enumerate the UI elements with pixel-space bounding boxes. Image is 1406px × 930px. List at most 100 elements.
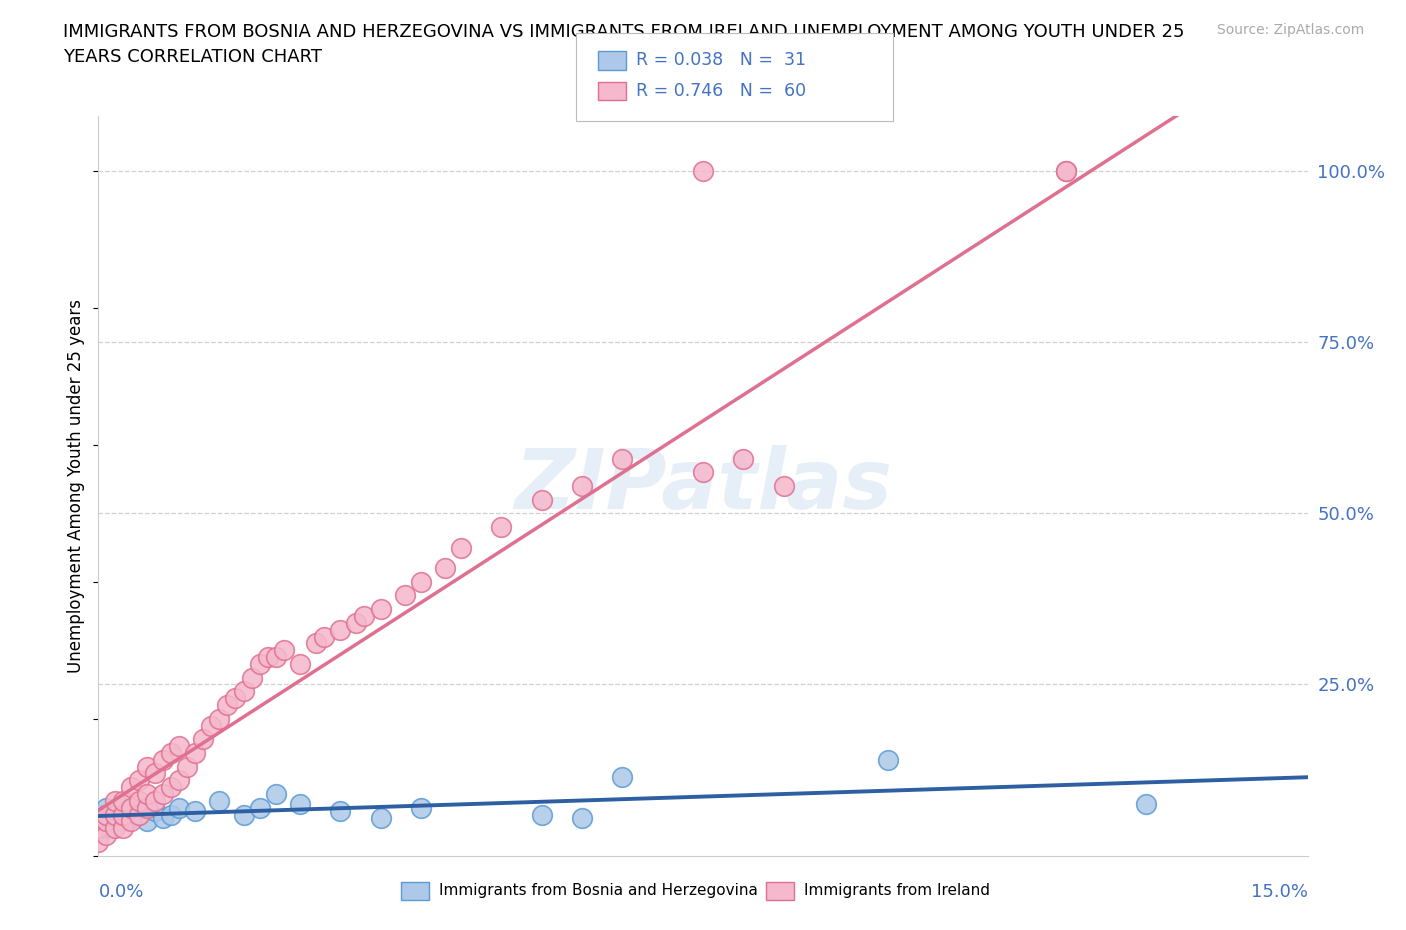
Point: [103, 804, 125, 818]
Point: [409, 800, 432, 815]
Point: [111, 807, 134, 822]
Point: [571, 479, 593, 494]
Point: [491, 520, 513, 535]
Y-axis label: Unemployment Among Youth under 25 years: Unemployment Among Youth under 25 years: [67, 299, 86, 673]
Point: [111, 821, 134, 836]
Point: [96, 814, 118, 829]
Point: [273, 643, 295, 658]
Point: [167, 773, 190, 788]
Point: [103, 807, 125, 822]
Text: YEARS CORRELATION CHART: YEARS CORRELATION CHART: [63, 48, 322, 66]
Point: [152, 787, 174, 802]
Point: [232, 807, 254, 822]
Point: [103, 817, 125, 832]
Text: Immigrants from Bosnia and Herzegovina: Immigrants from Bosnia and Herzegovina: [439, 884, 758, 898]
Point: [1054, 164, 1077, 179]
Point: [128, 807, 150, 822]
Point: [344, 616, 367, 631]
Point: [571, 811, 593, 826]
Point: [160, 779, 183, 794]
Point: [176, 759, 198, 774]
Point: [208, 711, 231, 726]
Point: [217, 698, 239, 712]
Point: [120, 800, 142, 815]
Point: [1135, 797, 1157, 812]
Point: [96, 821, 118, 836]
Point: [96, 800, 118, 815]
Point: [152, 811, 174, 826]
Point: [96, 807, 118, 822]
Point: [224, 691, 246, 706]
Point: [111, 793, 134, 808]
Point: [87, 807, 110, 822]
Point: [256, 650, 278, 665]
Point: [329, 622, 352, 637]
Text: ZIPatlas: ZIPatlas: [515, 445, 891, 526]
Point: [128, 807, 150, 822]
Point: [120, 800, 142, 815]
Point: [87, 834, 110, 849]
Point: [87, 821, 110, 836]
Point: [530, 492, 553, 507]
Point: [240, 671, 263, 685]
Text: IMMIGRANTS FROM BOSNIA AND HERZEGOVINA VS IMMIGRANTS FROM IRELAND UNEMPLOYMENT A: IMMIGRANTS FROM BOSNIA AND HERZEGOVINA V…: [63, 23, 1185, 41]
Point: [120, 814, 142, 829]
Text: 0.0%: 0.0%: [98, 883, 143, 901]
Point: [530, 807, 553, 822]
Point: [103, 793, 125, 808]
Point: [128, 793, 150, 808]
Point: [120, 779, 142, 794]
Point: [612, 451, 634, 466]
Point: [394, 588, 416, 603]
Point: [264, 650, 287, 665]
Point: [288, 797, 311, 812]
Point: [135, 759, 157, 774]
Point: [111, 814, 134, 829]
Point: [249, 657, 271, 671]
Point: [733, 451, 755, 466]
Point: [160, 746, 183, 761]
Point: [692, 465, 714, 480]
Point: [96, 828, 118, 843]
Point: [370, 602, 392, 617]
Point: [184, 746, 207, 761]
Text: 15.0%: 15.0%: [1250, 883, 1308, 901]
Text: Source: ZipAtlas.com: Source: ZipAtlas.com: [1216, 23, 1364, 37]
Point: [200, 718, 222, 733]
Point: [329, 804, 352, 818]
Point: [1054, 164, 1077, 179]
Point: [232, 684, 254, 698]
Point: [370, 811, 392, 826]
Point: [314, 629, 336, 644]
Point: [877, 752, 900, 767]
Point: [450, 540, 472, 555]
Point: [353, 608, 375, 623]
Point: [103, 821, 125, 836]
Point: [772, 479, 794, 494]
Point: [96, 811, 118, 826]
Point: [87, 814, 110, 829]
Point: [167, 800, 190, 815]
Point: [160, 807, 183, 822]
Text: R = 0.746   N =  60: R = 0.746 N = 60: [636, 82, 806, 100]
Point: [167, 738, 190, 753]
Point: [184, 804, 207, 818]
Point: [208, 793, 231, 808]
Text: R = 0.038   N =  31: R = 0.038 N = 31: [636, 51, 806, 70]
Point: [135, 800, 157, 815]
Point: [434, 561, 457, 576]
Point: [135, 814, 157, 829]
Point: [111, 807, 134, 822]
Point: [128, 773, 150, 788]
Point: [143, 804, 166, 818]
Point: [143, 766, 166, 781]
Point: [152, 752, 174, 767]
Point: [612, 769, 634, 784]
Text: Immigrants from Ireland: Immigrants from Ireland: [804, 884, 990, 898]
Point: [135, 787, 157, 802]
Point: [264, 787, 287, 802]
Point: [692, 164, 714, 179]
Point: [249, 800, 271, 815]
Point: [143, 793, 166, 808]
Point: [193, 732, 215, 747]
